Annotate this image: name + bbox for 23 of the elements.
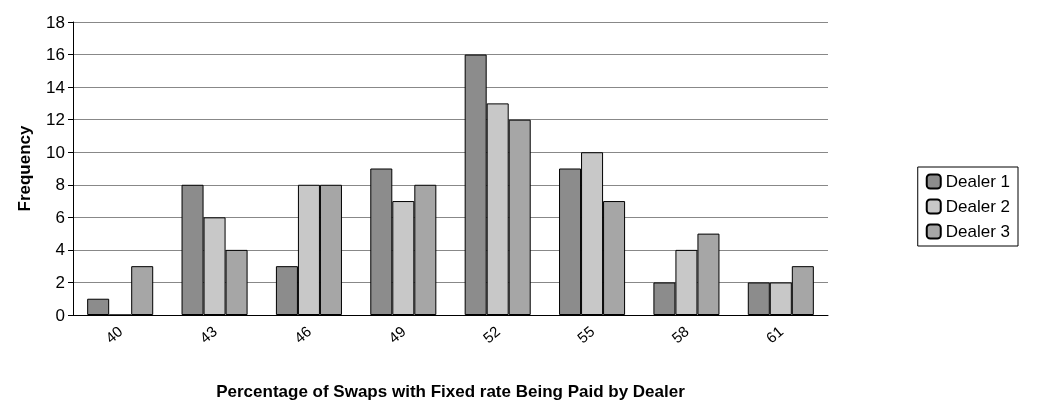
x-axis-title: Percentage of Swaps with Fixed rate Being Paid by Dealer — [216, 382, 686, 401]
y-tick-label: 16 — [46, 45, 65, 65]
x-tick-label: 52 — [479, 322, 504, 347]
y-tick-label: 12 — [46, 110, 65, 130]
y-tick-label: 6 — [55, 207, 65, 227]
y-tick-label: 0 — [55, 305, 65, 325]
x-tick-label: 55 — [573, 322, 598, 347]
y-tick-label: 2 — [55, 272, 65, 292]
y-tick-label: 18 — [46, 12, 65, 32]
y-tick-label: 14 — [46, 77, 65, 97]
y-tick-label: 8 — [55, 175, 65, 195]
x-tick-label: 46 — [290, 322, 315, 347]
x-tick-label: 49 — [385, 322, 409, 347]
legend-label: Dealer 1 — [945, 172, 1011, 191]
y-axis-title: Frequency — [15, 124, 34, 212]
y-tick-label: 4 — [55, 240, 65, 260]
legend-label: Dealer 3 — [945, 222, 1011, 241]
x-tick-label: 61 — [762, 322, 787, 347]
x-tick-label: 58 — [668, 322, 692, 347]
y-tick-label: 10 — [46, 142, 65, 162]
x-tick-label: 40 — [101, 322, 126, 347]
legend-label: Dealer 2 — [945, 197, 1011, 216]
x-tick-label: 43 — [196, 322, 221, 347]
